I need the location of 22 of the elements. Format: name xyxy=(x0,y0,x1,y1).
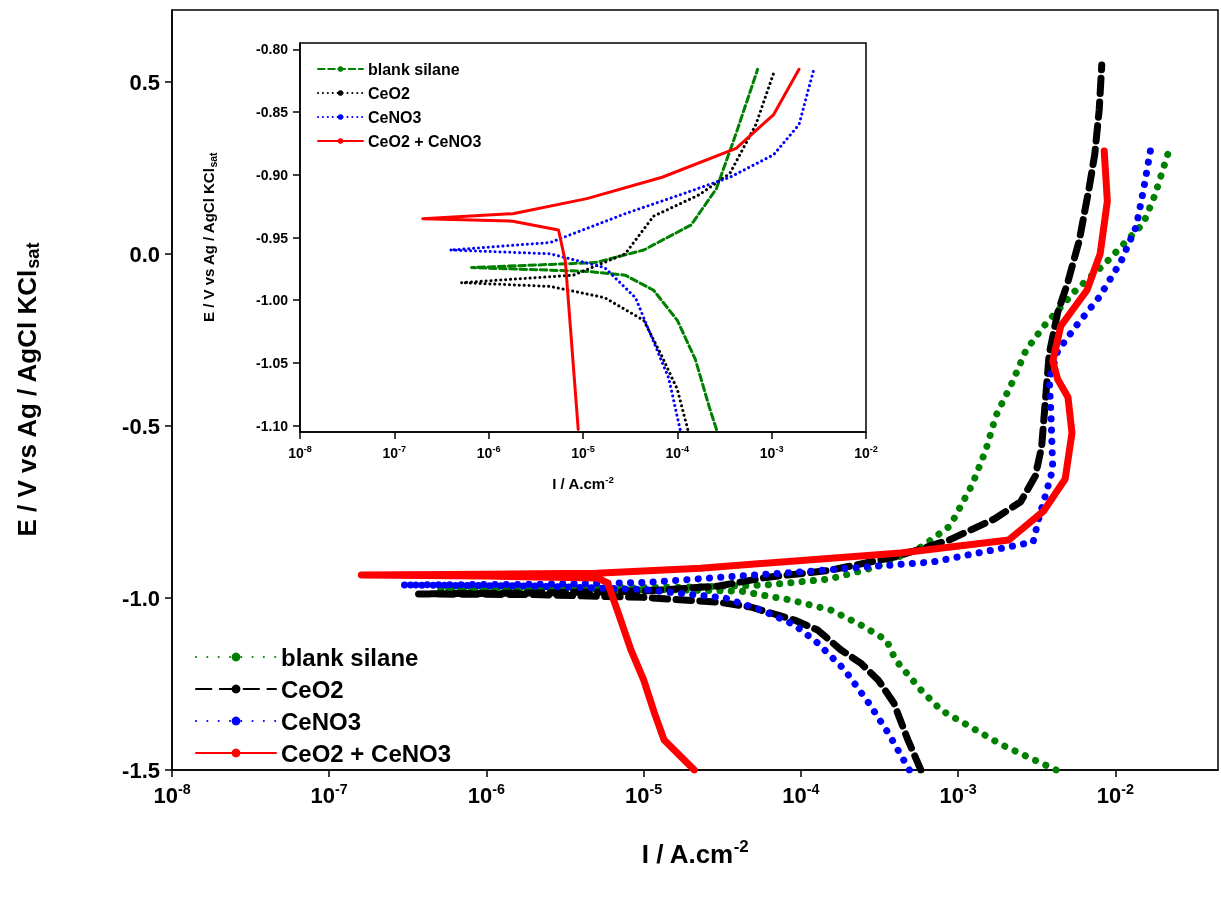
y-axis-title: E / V vs Ag / AgCl KClsat xyxy=(200,151,219,323)
y-tick-label: -0.80 xyxy=(256,41,289,58)
y-tick-label: -0.90 xyxy=(256,166,289,183)
y-tick-label: -1.05 xyxy=(256,354,289,371)
y-axis-title: E / V vs Ag / AgCl KClsat xyxy=(11,242,43,537)
legend-label: CeO2 + CeNO3 xyxy=(368,132,482,150)
legend-label: CeNO3 xyxy=(368,108,422,126)
y-tick-label: 0.5 xyxy=(129,69,160,95)
y-tick-label: -1.10 xyxy=(256,417,289,434)
y-tick-label: -1.5 xyxy=(122,757,160,783)
legend-label: CeO2 + CeNO3 xyxy=(281,739,452,767)
y-tick-label: -1.0 xyxy=(122,585,160,611)
y-tick-label: -0.5 xyxy=(122,413,160,439)
legend-label: blank silane xyxy=(368,60,460,78)
legend-label: CeNO3 xyxy=(281,707,362,735)
legend-label: CeO2 xyxy=(368,84,410,102)
y-tick-label: -0.85 xyxy=(256,104,289,121)
y-tick-label: -1.00 xyxy=(256,292,289,309)
y-tick-label: -0.95 xyxy=(256,229,289,246)
legend-label: blank silane xyxy=(281,643,419,671)
legend-label: CeO2 xyxy=(281,675,344,703)
y-tick-label: 0.0 xyxy=(129,241,160,267)
